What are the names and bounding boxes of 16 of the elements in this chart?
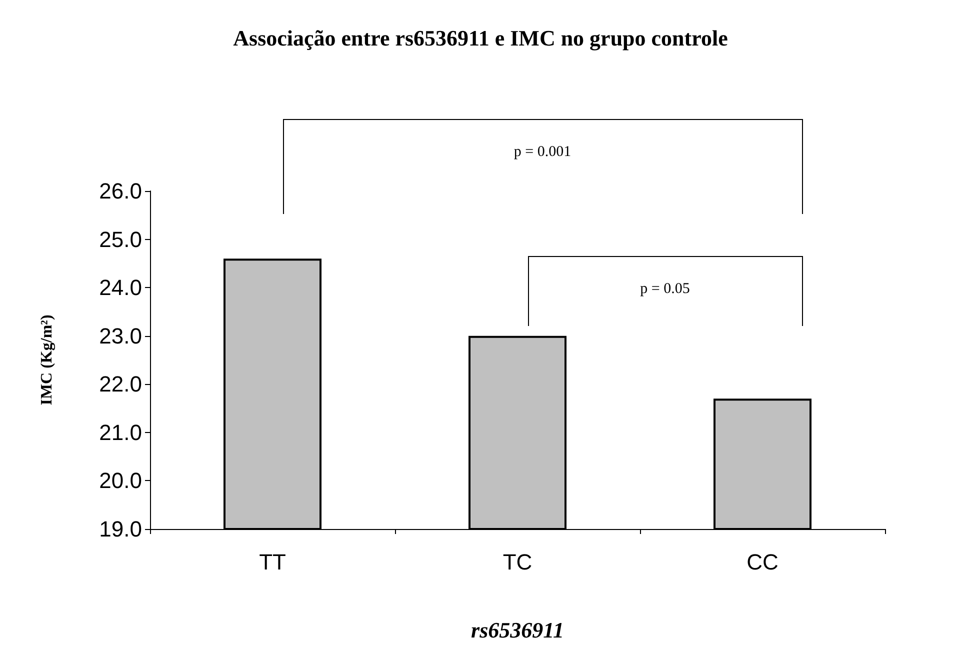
y-tick-label: 25.0 bbox=[99, 226, 142, 252]
y-tick-label: 19.0 bbox=[99, 516, 142, 542]
text: p = 0.001 bbox=[514, 144, 572, 161]
y-tick-label: 23.0 bbox=[99, 323, 142, 348]
annotation: p = 0.05 bbox=[640, 280, 690, 298]
x-axis-title: rs6536911 bbox=[471, 618, 564, 642]
y-tick-label: 20.0 bbox=[99, 468, 142, 494]
x-tick-label: CC bbox=[746, 550, 778, 574]
y-axis-title: IMC (Kg/m²) bbox=[38, 314, 56, 406]
y-tick-label: 24.0 bbox=[99, 275, 142, 300]
x-tick-label: TT bbox=[259, 550, 286, 574]
y-tick-label: 26.0 bbox=[99, 178, 142, 204]
y-tick-label: 22.0 bbox=[99, 372, 142, 397]
chart-title: Associação entre rs6536911 e IMC no grupo controle bbox=[233, 26, 728, 50]
y-tick-label: 21.0 bbox=[99, 420, 142, 445]
x-tick-label: TC bbox=[502, 550, 532, 574]
